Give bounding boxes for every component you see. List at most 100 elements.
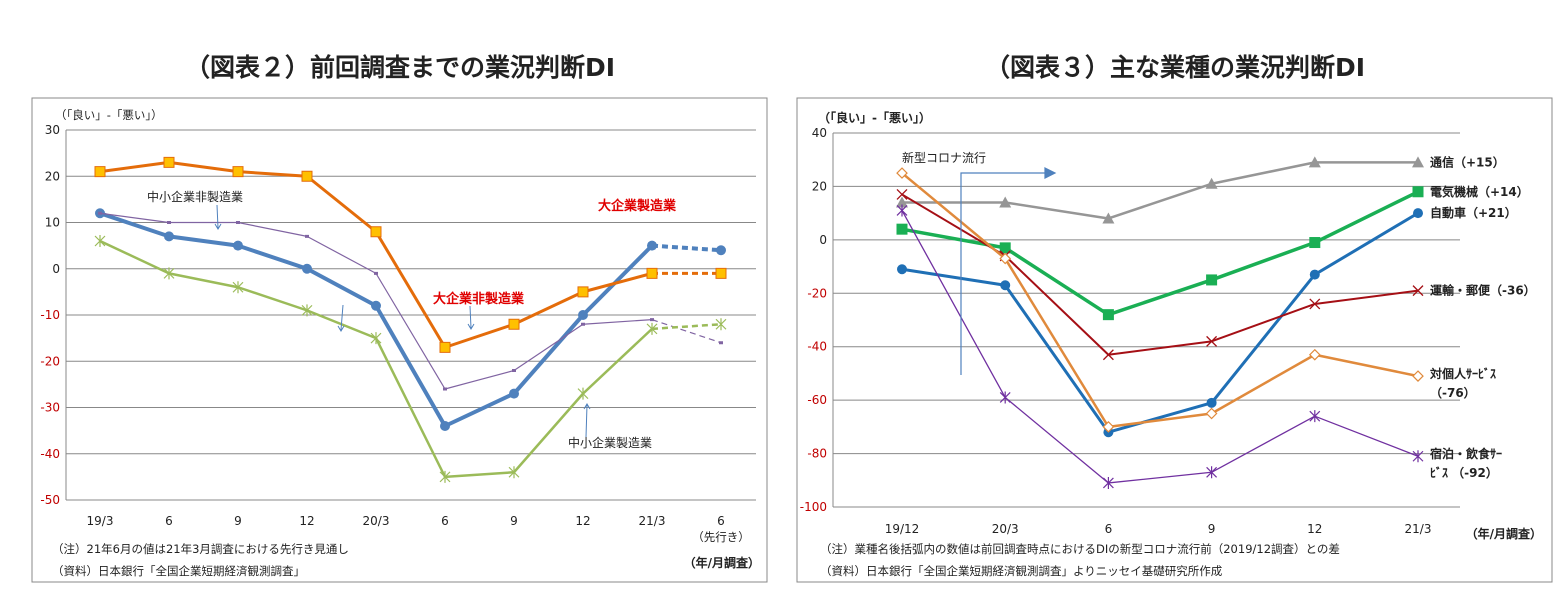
x-tick-label: 6 — [165, 514, 173, 528]
data-point — [1412, 450, 1424, 463]
data-point — [440, 421, 450, 431]
x-tick-label: 20/3 — [992, 522, 1019, 536]
x-tick-label: 12 — [299, 514, 314, 528]
series-labels: 通信（+15） 電気機械（+14） 自動車（+21） 運輸・郵便（-36） 対個人ｻｰﾋ… — [1429, 154, 1536, 480]
data-point — [1413, 208, 1423, 219]
series-label: 対個人ｻｰﾋﾞｽ — [1429, 366, 1496, 381]
series-label: 運輸・郵便（-36） — [1430, 283, 1536, 298]
data-point — [163, 156, 175, 168]
chart2-xlabel: （年/月調査） — [684, 555, 760, 570]
x-tick-label: 21/3 — [639, 514, 666, 528]
x-tick-label: 6 — [717, 514, 725, 528]
series-line — [901, 190, 1419, 317]
x-tick-label: 20/3 — [363, 514, 390, 528]
chart2-category-note: （先行き） — [692, 530, 750, 544]
data-point — [896, 223, 908, 235]
x-tick-label: 19/3 — [87, 514, 114, 528]
data-point — [1102, 309, 1114, 321]
series-line — [901, 211, 1419, 434]
data-point — [509, 388, 519, 399]
data-point — [896, 196, 908, 208]
data-point — [896, 167, 908, 179]
data-point — [439, 470, 451, 483]
y-tick-label: 20 — [45, 169, 60, 183]
y-tick-label: -80 — [807, 447, 827, 461]
data-point — [1206, 274, 1218, 286]
y-tick-label: 0 — [819, 233, 827, 247]
data-point — [716, 245, 726, 256]
data-point — [305, 234, 309, 238]
label-large-mfg: 大企業非製造業 — [433, 291, 525, 307]
data-point — [999, 196, 1012, 208]
y-tick-label: -40 — [40, 447, 60, 461]
data-point — [94, 235, 106, 247]
data-point — [577, 387, 589, 400]
data-point — [232, 166, 244, 178]
series-4 — [896, 167, 1424, 433]
y-tick-label: -50 — [40, 493, 60, 507]
y-tick-label: 20 — [812, 179, 827, 193]
data-point — [1412, 370, 1424, 382]
y-tick-label: -20 — [807, 286, 827, 300]
data-point — [896, 188, 908, 200]
data-point — [236, 221, 240, 224]
data-point — [1412, 156, 1424, 168]
annotation-arrows — [214, 204, 591, 438]
data-point — [98, 211, 102, 215]
data-point — [1309, 410, 1321, 423]
x-tick-label: 6 — [1105, 522, 1113, 536]
series-2 — [98, 211, 723, 391]
y-tick-label: 10 — [45, 216, 60, 230]
data-point — [1205, 177, 1218, 189]
chart2: 30 20 10 0 -10 -20 -30 -40 -50 19/3 6 9 12 20/3 6 9 12 21… — [40, 123, 756, 528]
data-point — [719, 341, 723, 345]
y-tick-label: -20 — [40, 354, 60, 368]
x-tick-label: 9 — [234, 514, 242, 528]
data-point — [1206, 466, 1218, 479]
series-label: 自動車（+21） — [1430, 205, 1517, 220]
data-point — [163, 267, 175, 280]
series-line — [901, 193, 1419, 356]
series-line — [901, 210, 1419, 484]
series-forecast-line — [651, 323, 722, 331]
data-point — [647, 240, 657, 251]
data-point — [443, 387, 447, 391]
covid-annotation: 新型コロナ流行 — [902, 150, 986, 165]
series-2 — [897, 208, 1423, 438]
series-label: （-76） — [1430, 385, 1476, 400]
data-point — [999, 391, 1011, 404]
data-point — [715, 318, 727, 331]
data-point — [999, 252, 1012, 265]
label-small-nonmfg: 中小企業非製造業 — [147, 189, 243, 204]
chart3-source: （資料）日本銀行「全国企業短期経済観測調査」よりニッセイ基礎研究所作成 — [820, 564, 1223, 578]
x-tick-label: 6 — [441, 514, 449, 528]
data-point — [1205, 407, 1218, 420]
chart3-xlabel: （年/月調査） — [1466, 526, 1542, 541]
chart2-ylabel: （「良い」-「悪い」） — [55, 108, 163, 122]
data-point — [897, 264, 907, 275]
data-point — [1102, 212, 1115, 224]
chart3: 40 20 0 -20 -40 -60 -80 -100 19/12 20/3 6 9 12 21/3 — [800, 126, 1460, 536]
chart3-title: （図表３）主な業種の業況判断DI — [985, 53, 1365, 82]
x-tick-label: 9 — [1208, 522, 1216, 536]
x-tick-label: 21/3 — [1405, 522, 1432, 536]
y-tick-label: -100 — [800, 500, 827, 514]
y-tick-label: -10 — [40, 308, 60, 322]
data-point — [577, 286, 589, 298]
data-point — [1308, 348, 1321, 361]
data-point — [232, 281, 244, 294]
data-point — [508, 466, 520, 479]
covid-arrow — [960, 167, 1057, 375]
chart2-title: （図表２）前回調査までの業況判断DI — [185, 53, 615, 82]
data-point — [581, 322, 585, 326]
data-point — [1309, 298, 1321, 310]
series-line — [902, 161, 1418, 220]
data-point — [1308, 156, 1321, 168]
chart2-frame — [31, 97, 768, 583]
data-point — [1206, 397, 1217, 408]
data-point — [301, 304, 313, 317]
x-tick-label: 9 — [510, 514, 518, 528]
data-point — [650, 318, 654, 322]
chart3-ylabel: （「良い」-「悪い」） — [818, 110, 931, 125]
series-label: 通信（+15） — [1430, 154, 1505, 169]
